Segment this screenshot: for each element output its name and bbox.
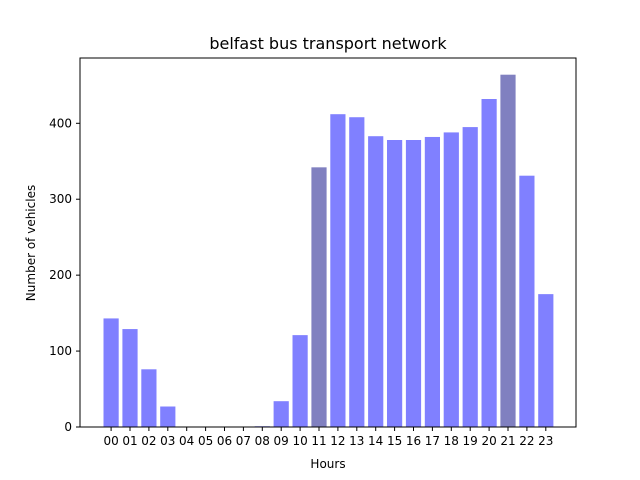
bar-15: [387, 140, 403, 427]
bar-20: [481, 99, 497, 427]
x-tick-label: 21: [500, 434, 515, 448]
y-tick-label: 0: [64, 420, 72, 434]
x-tick-label: 07: [236, 434, 251, 448]
bar-00: [103, 318, 119, 427]
bar-22: [519, 175, 535, 427]
x-tick-label: 23: [538, 434, 553, 448]
bar-03: [160, 406, 176, 427]
bar-09: [273, 401, 289, 427]
x-tick-label: 19: [463, 434, 478, 448]
x-tick-label: 15: [387, 434, 402, 448]
bar-12: [330, 114, 346, 427]
x-tick-label: 06: [217, 434, 232, 448]
x-tick-label: 16: [406, 434, 421, 448]
x-axis-ticks: 00 01 02 03 04 05 06 07 08 09 10 11 12 13 14 15 16 17 18 19…: [103, 427, 553, 448]
bars-group: [103, 74, 554, 427]
y-tick-label: 100: [49, 344, 72, 358]
x-tick-label: 14: [368, 434, 383, 448]
x-tick-label: 20: [481, 434, 496, 448]
y-axis-label: Number of vehicles: [24, 185, 38, 301]
x-tick-label: 09: [274, 434, 289, 448]
bar-14: [368, 136, 384, 427]
x-tick-label: 10: [292, 434, 307, 448]
x-tick-label: 11: [311, 434, 326, 448]
x-tick-label: 12: [330, 434, 345, 448]
y-tick-label: 400: [49, 116, 72, 130]
y-tick-label: 200: [49, 268, 72, 282]
bar-19: [462, 127, 478, 427]
x-tick-label: 01: [122, 434, 137, 448]
bar-01: [122, 329, 138, 427]
bar-21: [500, 74, 516, 427]
x-tick-label: 00: [103, 434, 118, 448]
x-tick-label: 05: [198, 434, 213, 448]
y-axis-ticks: 0 100 200 300 400: [49, 116, 80, 434]
x-tick-label: 17: [425, 434, 440, 448]
y-tick-label: 300: [49, 192, 72, 206]
bar-10: [292, 335, 308, 427]
bar-18: [443, 132, 459, 427]
plot-frame: [79, 57, 577, 428]
bar-11: [311, 167, 327, 427]
x-tick-label: 04: [179, 434, 194, 448]
bar-13: [349, 117, 365, 427]
bar-02: [141, 369, 157, 427]
x-tick-label: 22: [519, 434, 534, 448]
x-tick-label: 18: [444, 434, 459, 448]
chart-title: belfast bus transport network: [209, 34, 447, 53]
x-tick-label: 08: [255, 434, 270, 448]
bar-17: [424, 136, 440, 427]
x-tick-label: 02: [141, 434, 156, 448]
bar-16: [405, 140, 422, 427]
x-tick-label: 13: [349, 434, 364, 448]
x-tick-label: 03: [160, 434, 175, 448]
x-axis-label: Hours: [310, 457, 345, 471]
bar-23: [538, 294, 554, 427]
